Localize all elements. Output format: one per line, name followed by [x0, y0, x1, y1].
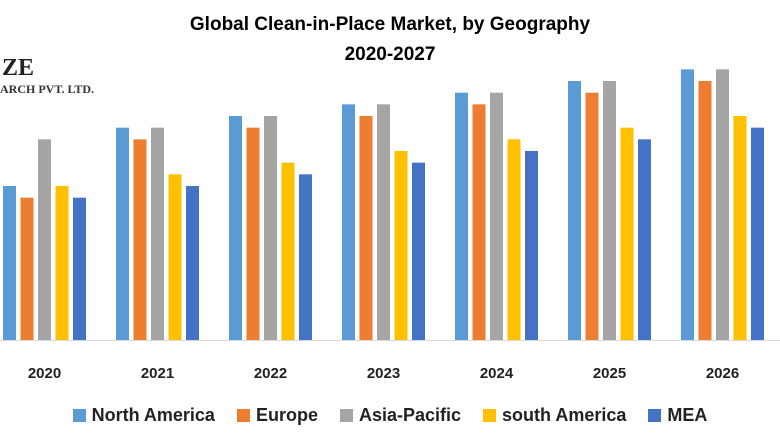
- bar-asia-pacific-2023: [377, 104, 390, 340]
- bar-europe-2024: [472, 104, 486, 340]
- bar-north-america-2021: [116, 127, 129, 341]
- bar-asia-pacific-2021: [151, 127, 164, 341]
- legend-label: MEA: [667, 405, 708, 425]
- bar-europe-2025: [585, 92, 599, 341]
- legend-label: Europe: [255, 405, 318, 425]
- bar-asia-pacific-2024: [490, 92, 503, 341]
- bar-mea-2024: [525, 151, 538, 340]
- legend-swatch: [339, 409, 353, 422]
- x-tick-label: 2021: [141, 365, 174, 382]
- legend-label: Asia-Pacific: [358, 405, 462, 425]
- legend-swatch: [236, 409, 250, 422]
- x-tick-label: 2022: [254, 365, 287, 382]
- bar-mea-2021: [186, 186, 199, 340]
- legend-label: south America: [502, 405, 627, 425]
- watermark-logo-text: ZE: [2, 55, 35, 81]
- x-tick-label: 2025: [593, 365, 626, 382]
- legend-label: North America: [91, 405, 215, 425]
- x-tick-label: 2023: [367, 365, 400, 382]
- bar-south-america-2023: [394, 151, 408, 340]
- bar-mea-2020: [73, 197, 86, 340]
- bar-south-america-2022: [281, 162, 295, 340]
- bar-europe-2023: [359, 116, 373, 340]
- bar-asia-pacific-2026: [716, 69, 729, 340]
- bar-north-america-2024: [455, 92, 468, 341]
- bar-north-america-2020: [3, 186, 16, 340]
- x-tick-label: 2024: [480, 365, 514, 382]
- legend-swatch: [483, 409, 497, 422]
- bar-mea-2022: [299, 174, 312, 340]
- bar-south-america-2024: [507, 139, 521, 340]
- legend-item: Asia-Pacific: [339, 405, 462, 426]
- bar-asia-pacific-2025: [603, 81, 616, 340]
- chart-legend: North America Europe Asia-Pacific south Ame…: [0, 405, 780, 426]
- bar-south-america-2025: [620, 127, 634, 341]
- bar-south-america-2026: [733, 116, 747, 340]
- bar-north-america-2022: [229, 116, 242, 340]
- bar-south-america-2021: [168, 174, 182, 340]
- watermark-logo-subtext: ARCH PVT. LTD.: [0, 82, 95, 96]
- chart-title: Global Clean-in-Place Market, by Geograp…: [189, 14, 591, 35]
- legend-swatch: [72, 409, 86, 422]
- bar-europe-2021: [133, 139, 147, 340]
- legend-swatch: [648, 409, 662, 422]
- bar-asia-pacific-2020: [38, 139, 51, 340]
- legend-item: south America: [483, 405, 626, 426]
- x-tick-label: 2026: [706, 365, 739, 382]
- bar-mea-2025: [638, 139, 651, 340]
- bar-south-america-2020: [55, 186, 69, 340]
- legend-item: MEA: [648, 405, 707, 426]
- bar-europe-2020: [20, 197, 34, 340]
- bar-europe-2022: [246, 127, 260, 341]
- bar-mea-2023: [412, 162, 425, 340]
- bar-europe-2026: [698, 81, 712, 340]
- x-tick-label: 2020: [28, 365, 61, 382]
- bar-asia-pacific-2022: [264, 116, 277, 340]
- bar-north-america-2025: [568, 81, 581, 340]
- legend-item: North America: [72, 405, 215, 426]
- bar-mea-2026: [751, 127, 764, 341]
- bar-north-america-2026: [681, 69, 694, 340]
- chart-subtitle: 2020-2027: [344, 44, 436, 65]
- legend-item: Europe: [236, 405, 318, 426]
- bar-north-america-2023: [342, 104, 355, 340]
